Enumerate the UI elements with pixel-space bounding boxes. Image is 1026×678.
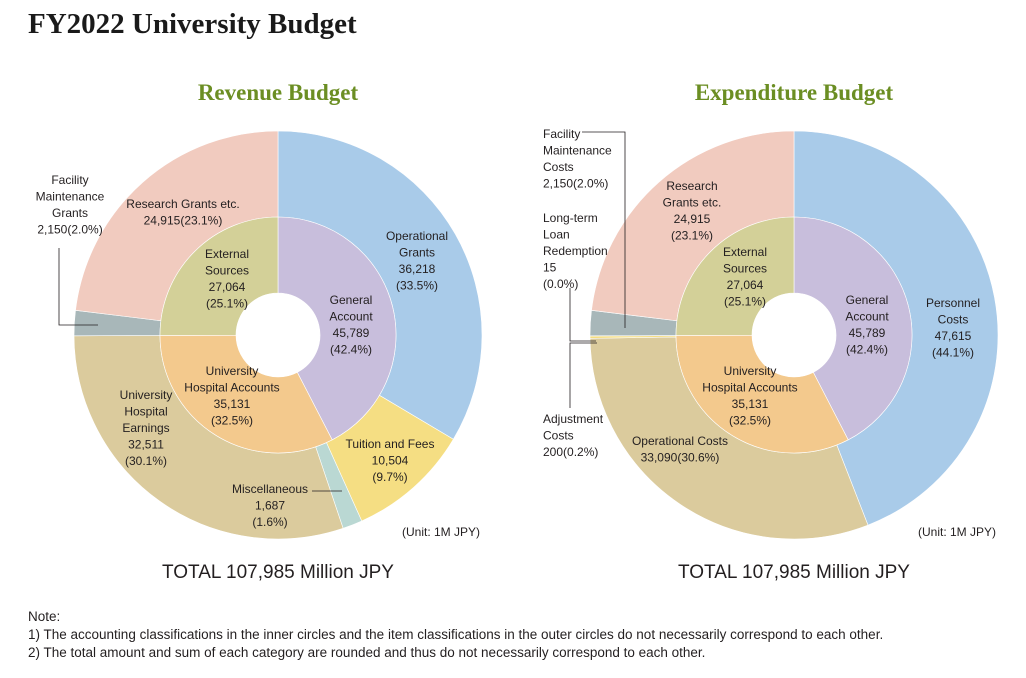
revenue-inner-external-label: External Sources 27,064 (25.1%) xyxy=(205,247,249,311)
expenditure-outer-research-grants-label: Research Grants etc. 24,915 (23.1%) xyxy=(663,179,722,243)
expenditure-outer-personnel-costs-label: Personnel Costs 47,615 (44.1%) xyxy=(926,296,980,360)
expenditure-outer-facility-costs-label: Facility Maintenance Costs 2,150(2.0%) xyxy=(543,127,612,191)
revenue-outer-hospital-earnings-label: University Hospital Earnings 32,511 (30.1%) xyxy=(120,388,173,468)
expenditure-inner-general-slice xyxy=(793,216,913,441)
revenue-outer-operational-grants-label: Operational Grants 36,218 (33.5%) xyxy=(386,229,448,293)
expenditure-inner-hospital-label: University Hospital Accounts 35,131 (32.5%) xyxy=(702,364,797,428)
expenditure-outer-operational-costs-label: Operational Costs 33,090(30.6%) xyxy=(632,434,728,465)
revenue-total: TOTAL 107,985 Million JPY xyxy=(162,562,394,583)
revenue-chart-title: Revenue Budget xyxy=(197,80,359,105)
revenue-outer-tuition-fees-label: Tuition and Fees 10,504 (9.7%) xyxy=(346,437,435,484)
note-item-2: 2) The total amount and sum of each cate… xyxy=(28,645,706,660)
expenditure-inner-general-label: General Account 45,789 (42.4%) xyxy=(845,293,889,357)
revenue-unit-label: (Unit: 1M JPY) xyxy=(402,525,481,539)
revenue-outer-facility-grants-label: Facility Maintenance Grants 2,150(2.0%) xyxy=(36,173,105,237)
revenue-outer-research-grants-label: Research Grants etc. 24,915(23.1%) xyxy=(126,197,239,228)
expenditure-inner-external-label: External Sources 27,064 (25.1%) xyxy=(723,245,767,309)
expenditure-donut xyxy=(589,130,999,540)
expenditure-outer-loan-redemption-label: Long-term Loan Redemption 15 (0.0%) xyxy=(543,211,608,291)
note-item-1: 1) The accounting classifications in the… xyxy=(28,627,884,642)
chart-labels: General Account 45,789 (42.4%) University Hos… xyxy=(36,127,980,529)
revenue-inner-general-slice xyxy=(277,216,397,441)
notes: Note: 1) The accounting classifications … xyxy=(28,608,883,662)
revenue-inner-external-slice xyxy=(159,216,279,336)
expenditure-outer-adjustment-costs-label: Adjustment Costs 200(0.2%) xyxy=(543,412,604,459)
expenditure-adjustment-leader xyxy=(569,342,597,408)
expenditure-loan-leader xyxy=(569,288,596,342)
revenue-outer-miscellaneous-label: Miscellaneous 1,687 (1.6%) xyxy=(232,482,308,529)
expenditure-unit-label: (Unit: 1M JPY) xyxy=(918,525,997,539)
revenue-donut xyxy=(73,130,483,540)
revenue-facility-leader xyxy=(58,248,98,326)
revenue-inner-hospital-slice xyxy=(159,334,333,454)
expenditure-total: TOTAL 107,985 Million JPY xyxy=(678,562,910,583)
notes-heading: Note: xyxy=(28,609,61,624)
page-title: FY2022 University Budget xyxy=(28,8,357,40)
revenue-inner-general-label: General Account 45,789 (42.4%) xyxy=(329,293,373,357)
expenditure-facility-leader xyxy=(582,131,626,328)
expenditure-chart-title: Expenditure Budget xyxy=(694,80,894,105)
expenditure-inner-hospital-slice xyxy=(675,334,849,454)
expenditure-inner-external-slice xyxy=(675,216,795,336)
revenue-inner-hospital-label: University Hospital Accounts 35,131 (32.5%) xyxy=(184,364,279,428)
